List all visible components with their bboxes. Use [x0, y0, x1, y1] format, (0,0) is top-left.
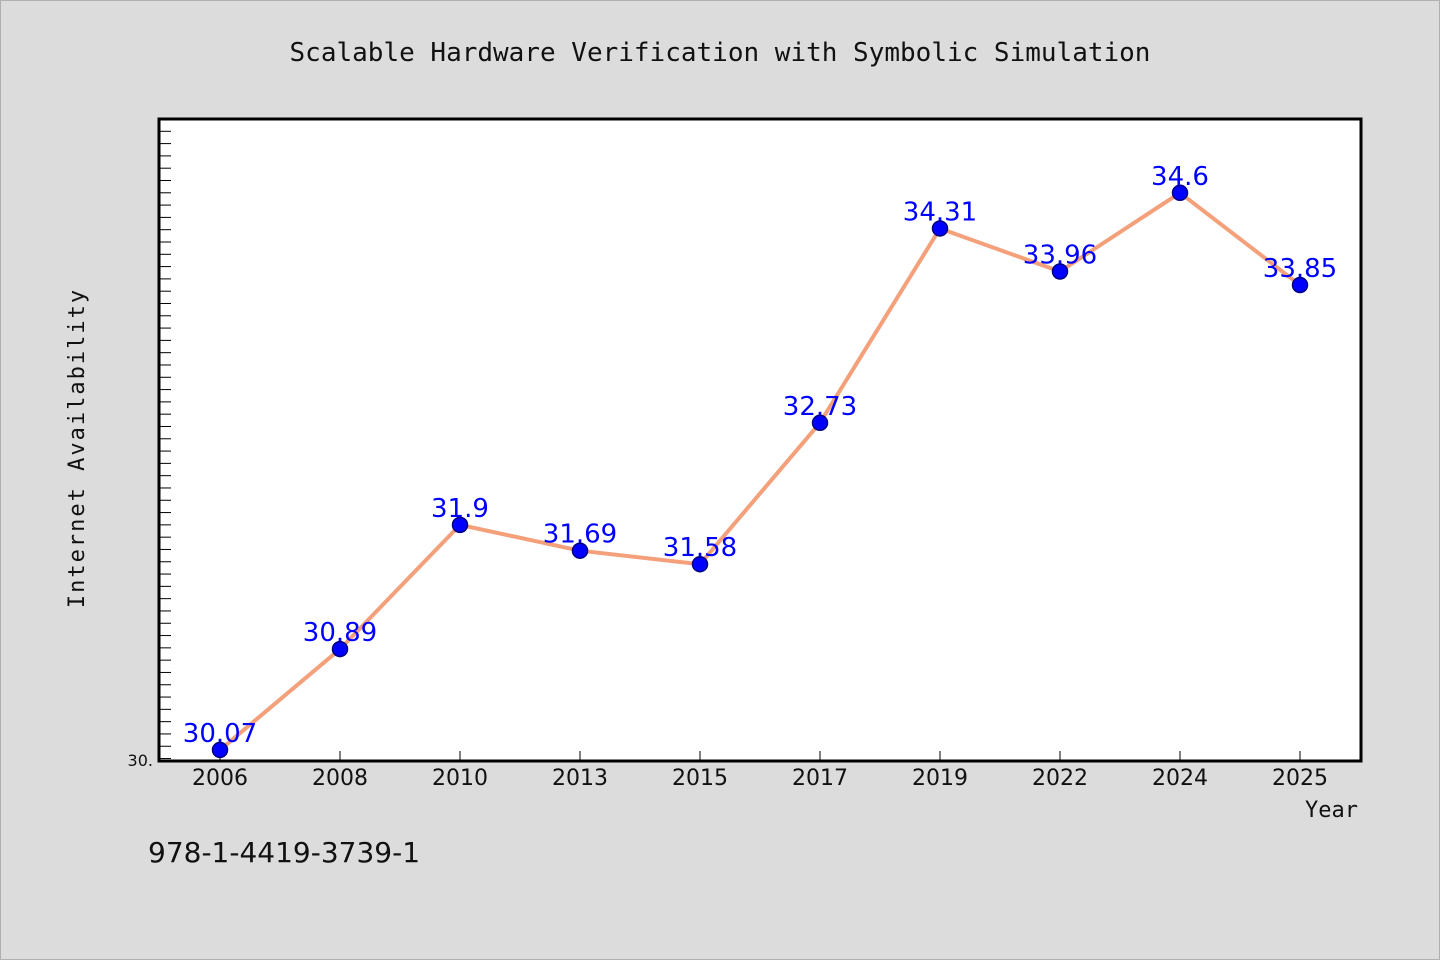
x-tick-label: 2006 — [192, 766, 248, 791]
data-point-marker — [451, 516, 469, 534]
x-tick-label: 2015 — [672, 766, 728, 791]
data-label: 31.69 — [543, 520, 617, 550]
data-label: 30.89 — [303, 618, 377, 648]
x-tick-label: 2024 — [1152, 766, 1208, 791]
x-tick-label: 2008 — [312, 766, 368, 791]
data-label: 32.73 — [783, 392, 857, 422]
x-tick-label: 2010 — [432, 766, 488, 791]
series-markers — [211, 184, 1309, 759]
data-label: 34.31 — [903, 197, 977, 227]
series-line-group — [218, 190, 1302, 752]
y-axis-label: Internet Availability — [65, 288, 90, 608]
x-axis-tick-labels: 2006 2008 2010 2013 2015 2017 2019 2022 2024 2025 — [192, 766, 1328, 791]
data-label: 30.07 — [183, 719, 257, 749]
y-axis-ticks — [159, 130, 171, 760]
series-line — [218, 190, 1302, 752]
y-tick-label: 30. — [128, 751, 153, 770]
x-tick-label: 2017 — [792, 766, 848, 791]
x-axis-ticks — [219, 751, 1301, 761]
data-label: 31.9 — [431, 494, 489, 524]
data-point-marker — [691, 555, 709, 573]
data-label: 34.6 — [1151, 162, 1209, 192]
x-tick-label: 2019 — [912, 766, 968, 791]
data-point-marker — [331, 640, 349, 658]
data-label: 33.85 — [1263, 254, 1337, 284]
data-label: 31.58 — [663, 533, 737, 563]
x-axis-label: Year — [1305, 798, 1358, 823]
x-tick-label: 2025 — [1272, 766, 1328, 791]
data-point-marker — [1051, 263, 1069, 280]
data-labels: 30.07 30.89 31.9 31.69 31.58 32.73 34.31 33.96 3… — [183, 162, 1337, 749]
data-point-marker — [571, 542, 589, 559]
isbn-footer: 978-1-4419-3739-1 — [148, 836, 421, 869]
data-point-marker — [1171, 184, 1189, 202]
data-point-marker — [211, 741, 229, 759]
data-point-marker — [811, 414, 829, 432]
x-tick-label: 2022 — [1032, 766, 1088, 791]
data-point-marker — [1291, 276, 1309, 294]
plot-area — [157, 117, 1363, 763]
data-label: 33.96 — [1023, 241, 1097, 271]
chart-title: Scalable Hardware Verification with Symb… — [290, 38, 1151, 68]
data-point-marker — [931, 220, 949, 237]
x-tick-label: 2013 — [552, 766, 608, 791]
